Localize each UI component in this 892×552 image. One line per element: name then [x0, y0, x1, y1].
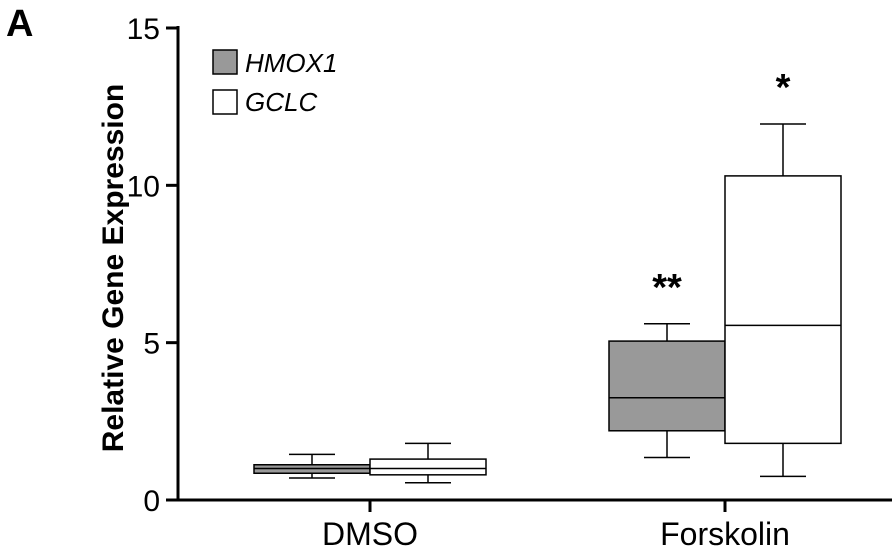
significance-marker: ** [652, 267, 682, 309]
x-axis-ticks: DMSO Forskolin [322, 500, 790, 552]
x-tick-label: DMSO [322, 516, 418, 552]
legend-swatch-hmox1 [212, 49, 238, 75]
x-tick-label: Forskolin [660, 516, 790, 552]
panel-label: A [6, 3, 33, 45]
y-axis-ticks: 0 5 10 15 [127, 13, 178, 518]
legend: HMOX1 GCLC [212, 48, 337, 117]
y-tick-label: 15 [127, 13, 160, 46]
legend-swatch-gclc [212, 89, 238, 115]
y-tick-label: 10 [127, 170, 160, 203]
box-gclc-forskolin [724, 175, 842, 445]
box-hmox1-forskolin [608, 340, 726, 432]
y-tick-label: 0 [143, 485, 160, 518]
significance-marker: * [776, 67, 791, 109]
legend-label-gclc: GCLC [245, 87, 317, 117]
legend-label-hmox1: HMOX1 [245, 48, 337, 78]
box-series-group: *** [253, 67, 842, 484]
y-tick-label: 5 [143, 328, 160, 361]
y-axis-label: Relative Gene Expression [97, 84, 130, 453]
box-gclc-dmso [369, 458, 487, 476]
